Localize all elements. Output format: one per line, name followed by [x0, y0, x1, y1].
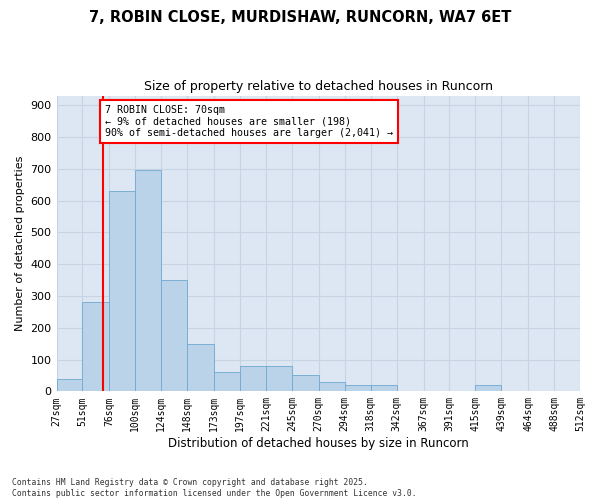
Bar — [56, 378, 82, 392]
Bar — [319, 382, 345, 392]
Text: Contains HM Land Registry data © Crown copyright and database right 2025.
Contai: Contains HM Land Registry data © Crown c… — [12, 478, 416, 498]
Bar — [82, 302, 109, 392]
Bar — [136, 170, 161, 392]
Bar — [475, 385, 501, 392]
Bar — [161, 280, 187, 392]
Text: 7, ROBIN CLOSE, MURDISHAW, RUNCORN, WA7 6ET: 7, ROBIN CLOSE, MURDISHAW, RUNCORN, WA7 … — [89, 10, 511, 25]
Bar — [214, 372, 240, 392]
Bar — [109, 191, 136, 392]
Bar — [187, 344, 214, 392]
Bar — [345, 385, 371, 392]
Title: Size of property relative to detached houses in Runcorn: Size of property relative to detached ho… — [144, 80, 493, 93]
Text: 7 ROBIN CLOSE: 70sqm
← 9% of detached houses are smaller (198)
90% of semi-detac: 7 ROBIN CLOSE: 70sqm ← 9% of detached ho… — [105, 105, 393, 138]
Bar — [266, 366, 292, 392]
Bar — [371, 385, 397, 392]
Bar — [240, 366, 266, 392]
X-axis label: Distribution of detached houses by size in Runcorn: Distribution of detached houses by size … — [168, 437, 469, 450]
Y-axis label: Number of detached properties: Number of detached properties — [15, 156, 25, 331]
Bar — [292, 376, 319, 392]
